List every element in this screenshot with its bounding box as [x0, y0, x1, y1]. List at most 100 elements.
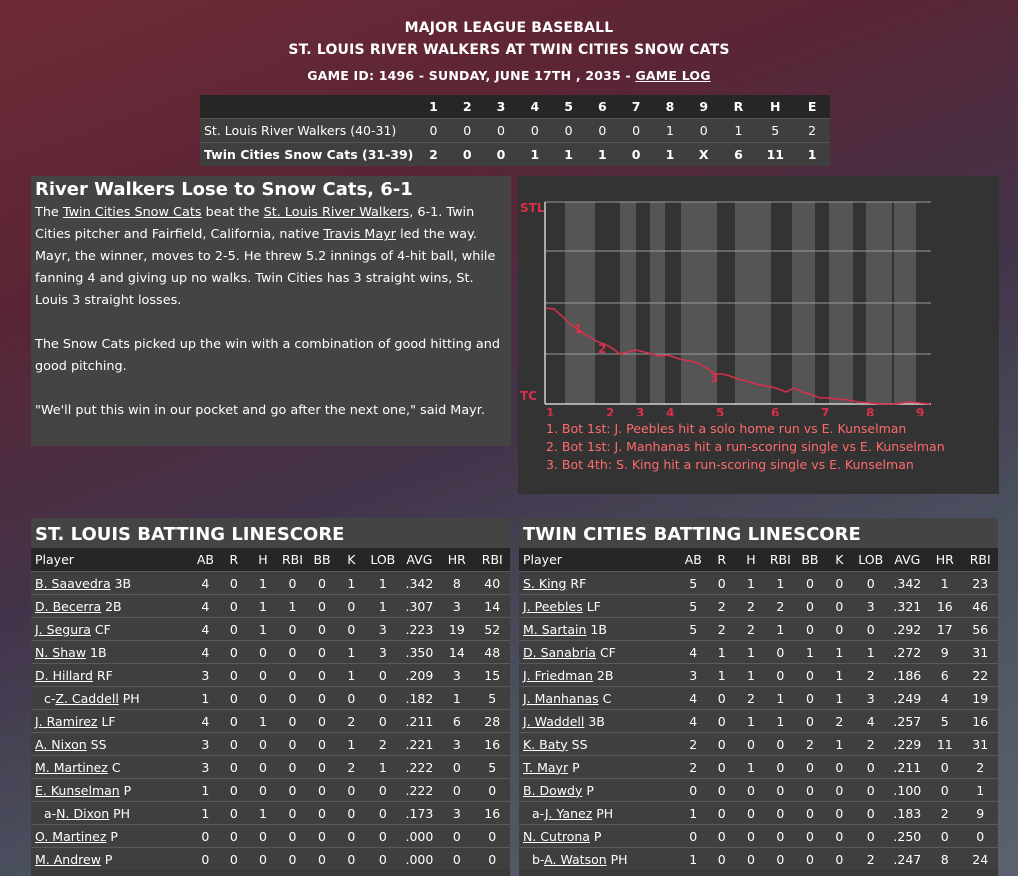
- player-link[interactable]: N. Dixon: [56, 805, 110, 821]
- player-link[interactable]: T. Mayr: [523, 759, 569, 775]
- stat-cell: .249: [887, 686, 928, 710]
- stat-cell: 0: [853, 571, 888, 595]
- scoring-notes: 1. Bot 1st: J. Peebles hit a solo home r…: [546, 420, 945, 474]
- tc-batting-panel: TWIN CITIES BATTING LINESCORE Player AB R H…: [519, 518, 998, 876]
- linescore-col-header: 9: [686, 95, 721, 119]
- player-link[interactable]: B. Dowdy: [523, 782, 583, 798]
- player-link[interactable]: J. Peebles: [523, 598, 583, 614]
- player-link[interactable]: D. Becerra: [35, 598, 102, 614]
- player-link[interactable]: N. Cutrona: [523, 828, 590, 844]
- stat-cell: 1: [765, 571, 796, 595]
- stat-cell: 0: [336, 617, 366, 641]
- stat-cell: .222: [399, 778, 440, 802]
- stat-cell: 8: [927, 847, 963, 870]
- stat-cell: 16: [474, 732, 510, 756]
- stat-cell: 1: [824, 732, 854, 756]
- linescore-col-header: 7: [619, 95, 654, 119]
- player-link[interactable]: D. Hillard: [35, 667, 93, 683]
- stat-cell: 4: [679, 640, 708, 664]
- stat-cell: .221: [399, 732, 440, 756]
- stat-cell: 0: [336, 801, 366, 825]
- stat-cell: 2: [679, 755, 708, 779]
- player-position: RF: [92, 667, 113, 683]
- player-link[interactable]: Z. Caddell: [55, 690, 119, 706]
- player-link[interactable]: M. Sartain: [523, 621, 587, 637]
- stat-cell: 2: [795, 732, 825, 756]
- player-link[interactable]: J. Segura: [35, 621, 91, 637]
- player-link[interactable]: A. Watson: [544, 851, 607, 867]
- player-row: A. Nixon SS 3 0 0 0 0 1 2.221 3 16: [31, 732, 510, 756]
- player-link[interactable]: O. Martinez: [35, 828, 107, 844]
- linescore-col-header: 5: [551, 95, 586, 119]
- inning-label: 2: [606, 406, 614, 416]
- player-cell: M. Martinez C: [31, 755, 192, 779]
- story-paragraph-3: "We'll put this win in our pocket and go…: [35, 403, 485, 418]
- stat-cell: 5: [474, 686, 510, 710]
- player-position: C: [598, 690, 612, 706]
- stat-cell: 3: [439, 663, 475, 687]
- batting-col-header: Player: [31, 548, 192, 572]
- game-log-link[interactable]: GAME LOG: [635, 68, 711, 83]
- stat-cell: 11: [927, 732, 963, 756]
- stat-cell: 0: [765, 824, 796, 848]
- stat-cell: 0: [853, 824, 888, 848]
- batting-col-header: RBI: [765, 548, 796, 572]
- stat-cell: 0: [795, 686, 825, 710]
- player-position: PH: [592, 805, 614, 821]
- player-link[interactable]: S. King: [523, 575, 567, 591]
- linescore-col-header: 1: [416, 95, 451, 119]
- player-link[interactable]: M. Martinez: [35, 759, 108, 775]
- player-link[interactable]: J. Manhanas: [523, 690, 599, 706]
- stat-cell: 0: [824, 594, 854, 618]
- story-text: led the way. Mayr, the winner, moves to …: [35, 227, 496, 308]
- player-link[interactable]: D. Sanabria: [523, 644, 596, 660]
- stat-cell: 19: [439, 617, 475, 641]
- player-link[interactable]: M. Andrew: [35, 851, 101, 867]
- stat-cell: .183: [887, 801, 928, 825]
- stat-cell: 0: [248, 755, 278, 779]
- player-link[interactable]: N. Shaw: [35, 644, 87, 660]
- stat-cell: 1: [277, 594, 308, 618]
- batting-col-header: BB: [307, 548, 337, 572]
- stat-cell: 16: [474, 801, 510, 825]
- sub-prefix: b-: [532, 851, 545, 867]
- stat-cell: 0: [824, 778, 854, 802]
- player-cell: M. Andrew P: [31, 847, 192, 870]
- stat-cell: 0: [307, 778, 337, 802]
- team-link-st-louis[interactable]: St. Louis River Walkers: [263, 205, 410, 220]
- player-link[interactable]: B. Saavedra: [35, 575, 111, 591]
- player-row: a-J. Yanez PH 1 0 0 0 0 0 0.183 2 9: [519, 801, 998, 825]
- stat-cell: 0: [248, 640, 278, 664]
- player-row: K. Baty SS 2 0 0 0 2 1 2.229 11 31: [519, 732, 998, 756]
- player-link[interactable]: A. Nixon: [35, 736, 87, 752]
- stat-cell: 0: [248, 732, 278, 756]
- stl-batting-title: ST. LOUIS BATTING LINESCORE: [31, 518, 510, 548]
- stat-cell: 0: [707, 686, 737, 710]
- stat-cell: 0: [795, 778, 825, 802]
- stat-cell: 28: [474, 709, 510, 733]
- stat-cell: 0: [277, 801, 308, 825]
- stat-cell: 22: [962, 663, 998, 687]
- stat-cell: 1: [765, 709, 796, 733]
- player-link[interactable]: J. Waddell: [523, 713, 585, 729]
- player-link[interactable]: K. Baty: [523, 736, 568, 752]
- stat-cell: 0: [927, 778, 963, 802]
- player-link-travis-mayr[interactable]: Travis Mayr: [323, 227, 397, 242]
- stat-cell: 0: [795, 755, 825, 779]
- stat-cell: 3: [439, 801, 475, 825]
- stat-cell: 1: [707, 663, 737, 687]
- stat-cell: .209: [399, 663, 440, 687]
- player-link[interactable]: J. Ramirez: [35, 713, 98, 729]
- player-cell: N. Cutrona P: [519, 824, 680, 848]
- stat-cell: 3: [853, 594, 888, 618]
- player-cell: T. Mayr P: [519, 755, 680, 779]
- team-link-twin-cities[interactable]: Twin Cities Snow Cats: [62, 205, 202, 220]
- player-link[interactable]: J. Yanez: [544, 805, 593, 821]
- player-cell: S. King RF: [519, 571, 680, 595]
- stat-cell: 2: [336, 755, 366, 779]
- stat-cell: 0: [474, 824, 510, 848]
- player-link[interactable]: J. Friedman: [523, 667, 593, 683]
- player-link[interactable]: E. Kunselman: [35, 782, 120, 798]
- stat-cell: .292: [887, 617, 928, 641]
- stat-cell: 0: [707, 755, 737, 779]
